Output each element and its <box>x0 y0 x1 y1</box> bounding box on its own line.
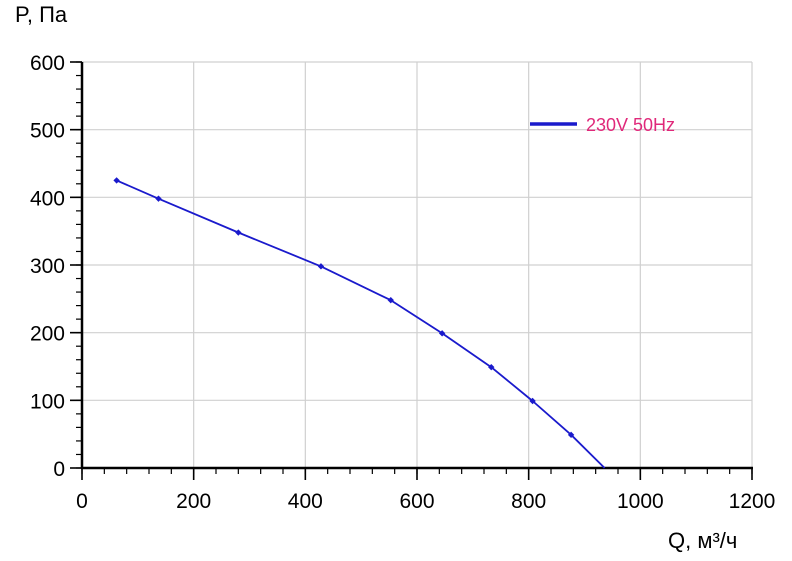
x-tick-label: 600 <box>399 490 434 513</box>
y-tick-label: 600 <box>30 52 65 75</box>
data-point-marker <box>155 195 162 202</box>
y-tick-label: 0 <box>53 458 65 481</box>
x-tick-label: 1200 <box>729 490 776 513</box>
data-point-marker <box>317 263 325 270</box>
y-tick-label: 500 <box>30 120 65 143</box>
series <box>113 177 606 469</box>
x-tick-label: 200 <box>176 490 211 513</box>
x-axis-title: Q, м³/ч <box>668 528 737 553</box>
x-tick-label: 0 <box>76 490 88 513</box>
data-point-marker <box>488 363 495 371</box>
data-point-marker <box>529 397 536 405</box>
data-point-marker <box>438 330 446 337</box>
data-point-marker <box>113 177 120 184</box>
data-point-marker <box>235 229 242 236</box>
grid <box>81 61 753 469</box>
legend: 230V 50Hz <box>530 115 675 135</box>
data-point-marker <box>387 296 394 304</box>
y-tick-label: 100 <box>30 390 65 413</box>
y-tick-label: 200 <box>30 323 65 346</box>
y-tick-label: 400 <box>30 187 65 210</box>
x-tick-label: 400 <box>288 490 323 513</box>
data-point-marker <box>567 431 575 439</box>
x-tick-label: 1000 <box>617 490 664 513</box>
legend-label: 230V 50Hz <box>586 115 675 135</box>
ticks: 0 200 400 600 800 1000 1200 0 100 200 300 400 500 600 <box>30 52 775 513</box>
x-tick-label: 800 <box>511 490 546 513</box>
series-line <box>116 179 606 469</box>
y-tick-label: 300 <box>30 255 65 278</box>
y-axis-title: P, Па <box>15 2 68 27</box>
